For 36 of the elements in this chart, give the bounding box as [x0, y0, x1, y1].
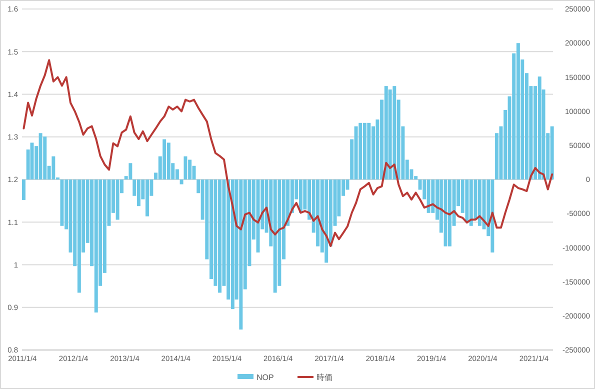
bar — [43, 136, 47, 180]
bar — [538, 76, 542, 180]
bar — [180, 180, 184, 184]
legend-label: NOP — [256, 372, 274, 382]
bar — [273, 180, 277, 293]
bar — [116, 180, 120, 220]
bar — [94, 180, 98, 312]
bar — [392, 86, 396, 180]
bar — [166, 142, 170, 180]
bar — [184, 156, 188, 180]
bar — [52, 156, 56, 180]
bar — [516, 43, 520, 180]
bar — [426, 180, 430, 213]
bar — [162, 139, 166, 180]
bar — [60, 180, 64, 226]
bar — [384, 86, 388, 180]
bar — [239, 180, 243, 330]
bar — [38, 133, 42, 180]
bar — [324, 180, 328, 263]
bar — [358, 122, 362, 180]
bar — [136, 180, 140, 206]
bar — [298, 180, 302, 213]
bar — [354, 126, 358, 180]
bar — [128, 163, 132, 180]
bar — [465, 180, 469, 222]
legend-label: 時価 — [316, 372, 332, 382]
bar — [388, 89, 392, 180]
bar — [490, 180, 494, 252]
line-series — [22, 59, 554, 247]
bar — [362, 122, 366, 180]
bar — [230, 180, 234, 310]
bar — [469, 180, 473, 226]
bar — [550, 126, 554, 180]
bar — [367, 122, 371, 180]
bar — [77, 180, 81, 293]
bar — [22, 180, 26, 200]
